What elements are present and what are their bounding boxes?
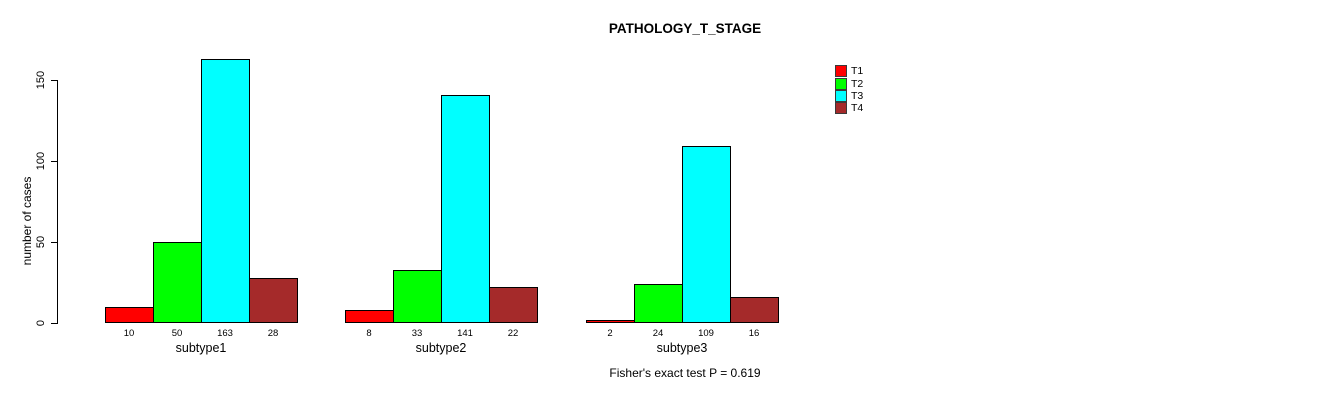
y-axis-line xyxy=(57,80,58,324)
legend-label: T1 xyxy=(851,65,864,78)
legend-item-T4: T4 xyxy=(835,102,864,115)
bar-T4-subtype1 xyxy=(249,278,298,323)
bar-T3-subtype1 xyxy=(201,59,250,323)
legend-item-T3: T3 xyxy=(835,89,864,102)
legend-swatch-T2 xyxy=(835,77,847,90)
chart-title: PATHOLOGY_T_STAGE xyxy=(608,21,762,36)
legend-swatch-T4 xyxy=(835,102,847,115)
bar-value-label: 109 xyxy=(698,328,714,339)
bar-T2-subtype2 xyxy=(393,270,442,323)
bar-value-label: 50 xyxy=(171,328,183,339)
legend: T1 T2 T3 T4 xyxy=(835,65,863,115)
y-axis-tick-label: 50 xyxy=(35,235,47,249)
legend-label: T4 xyxy=(851,102,864,115)
legend-label: T2 xyxy=(851,77,864,90)
bar-T1-subtype2 xyxy=(345,310,394,323)
y-axis-tick-label: 150 xyxy=(35,70,47,90)
y-axis-tick xyxy=(51,242,57,243)
bar-T3-subtype3 xyxy=(682,146,731,323)
bar-value-label: 10 xyxy=(123,328,135,339)
fisher-test-annotation: Fisher's exact test P = 0.619 xyxy=(609,366,761,380)
legend-label: T3 xyxy=(851,89,864,102)
bar-T1-subtype1 xyxy=(105,307,154,323)
y-axis-tick xyxy=(51,323,57,324)
bar-T2-subtype3 xyxy=(634,284,683,323)
bar-value-label: 141 xyxy=(457,328,473,339)
y-axis-tick-label: 100 xyxy=(35,151,47,171)
group-label-subtype3: subtype3 xyxy=(656,341,708,355)
legend-swatch-T1 xyxy=(835,65,847,78)
group-label-subtype2: subtype2 xyxy=(415,341,467,355)
bar-value-label: 2 xyxy=(607,328,613,339)
bar-value-label: 163 xyxy=(217,328,233,339)
bar-T2-subtype1 xyxy=(153,242,202,323)
bar-value-label: 24 xyxy=(652,328,664,339)
legend-swatch-T3 xyxy=(835,89,847,102)
bar-T3-subtype2 xyxy=(441,95,490,323)
bar-T4-subtype3 xyxy=(730,297,779,323)
y-axis-tick xyxy=(51,161,57,162)
y-axis-tick xyxy=(51,80,57,81)
group-label-subtype1: subtype1 xyxy=(175,341,227,355)
y-axis-tick-label: 0 xyxy=(35,319,47,327)
bar-value-label: 8 xyxy=(366,328,372,339)
bar-value-label: 16 xyxy=(748,328,760,339)
bar-T1-subtype3 xyxy=(586,320,635,323)
legend-item-T2: T2 xyxy=(835,77,864,90)
y-axis-label: number of cases xyxy=(20,176,34,266)
legend-item-T1: T1 xyxy=(835,65,864,78)
bar-value-label: 33 xyxy=(411,328,423,339)
bar-T4-subtype2 xyxy=(489,287,538,323)
bar-value-label: 28 xyxy=(267,328,279,339)
bar-value-label: 22 xyxy=(507,328,519,339)
